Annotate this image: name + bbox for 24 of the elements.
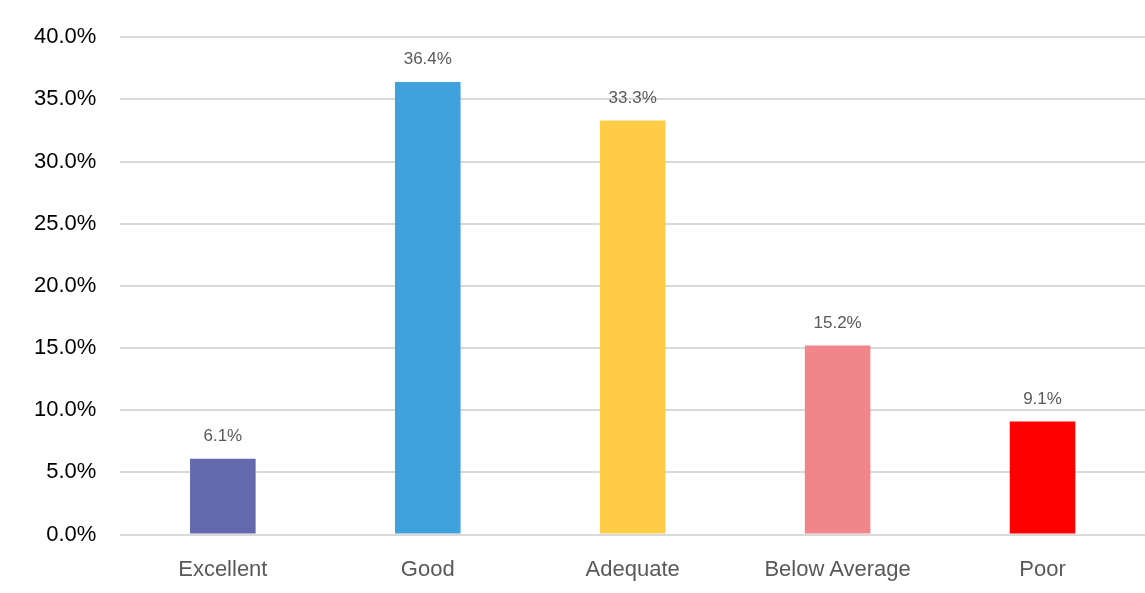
y-tick-label: 0.0% [46,520,97,546]
data-label: 15.2% [813,312,862,332]
y-tick-label: 30.0% [33,147,97,173]
x-tick-label: Excellent [178,555,268,581]
data-label: 33.3% [608,87,657,107]
x-tick-label: Below Average [764,555,911,581]
data-label: 6.1% [203,425,243,445]
y-tick-label: 5.0% [46,458,97,484]
y-tick-label: 35.0% [33,85,97,111]
data-label: 36.4% [403,49,452,69]
x-tick-label: Poor [1019,555,1066,581]
bar [394,81,461,534]
y-tick-label: 10.0% [33,396,97,422]
x-tick-label: Adequate [585,555,680,581]
y-tick-label: 15.0% [33,334,97,360]
bar [599,120,666,534]
bar [804,345,871,534]
bar [1009,421,1076,534]
x-tick-label: Good [400,555,455,581]
y-tick-label: 40.0% [33,23,97,49]
y-tick-label: 20.0% [33,271,97,297]
data-label: 9.1% [1023,388,1062,408]
y-tick-label: 25.0% [33,209,97,235]
bar [190,458,256,534]
